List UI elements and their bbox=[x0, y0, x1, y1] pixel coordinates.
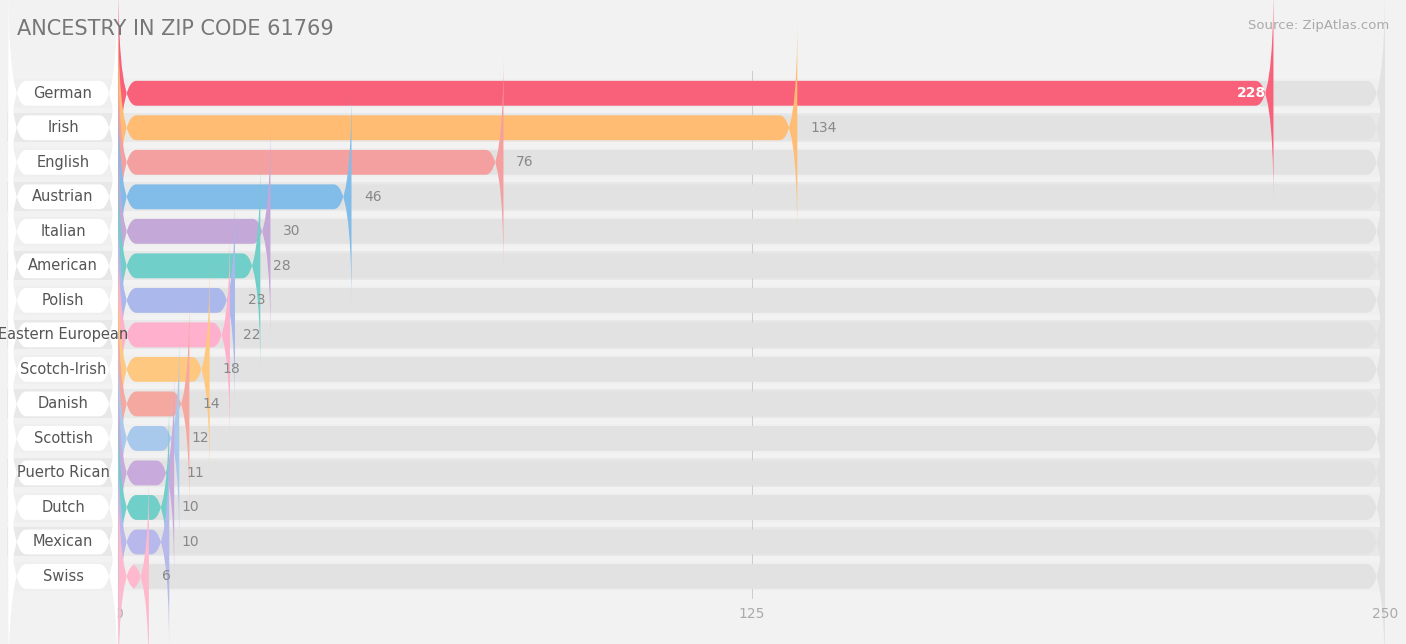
Text: Dutch: Dutch bbox=[41, 500, 84, 515]
Bar bbox=[7, 113, 1385, 142]
Text: 28: 28 bbox=[273, 259, 291, 273]
FancyBboxPatch shape bbox=[8, 261, 118, 478]
FancyBboxPatch shape bbox=[8, 192, 118, 409]
FancyBboxPatch shape bbox=[118, 54, 503, 270]
FancyBboxPatch shape bbox=[118, 227, 1385, 443]
Text: Scottish: Scottish bbox=[34, 431, 93, 446]
Bar bbox=[7, 562, 1385, 591]
Text: 22: 22 bbox=[243, 328, 260, 342]
Bar bbox=[7, 320, 1385, 350]
FancyBboxPatch shape bbox=[118, 468, 149, 644]
FancyBboxPatch shape bbox=[118, 399, 1385, 616]
FancyBboxPatch shape bbox=[118, 88, 1385, 305]
FancyBboxPatch shape bbox=[118, 123, 270, 340]
FancyBboxPatch shape bbox=[118, 192, 235, 409]
Text: 18: 18 bbox=[222, 363, 240, 376]
FancyBboxPatch shape bbox=[8, 468, 118, 644]
FancyBboxPatch shape bbox=[118, 19, 797, 236]
Text: Danish: Danish bbox=[38, 397, 89, 412]
Text: English: English bbox=[37, 155, 90, 170]
Text: 134: 134 bbox=[810, 121, 837, 135]
FancyBboxPatch shape bbox=[118, 158, 260, 374]
Text: Eastern European: Eastern European bbox=[0, 327, 128, 343]
Bar bbox=[7, 390, 1385, 419]
Bar bbox=[7, 424, 1385, 453]
Text: Swiss: Swiss bbox=[42, 569, 83, 584]
Bar bbox=[7, 217, 1385, 246]
FancyBboxPatch shape bbox=[118, 296, 1385, 512]
Text: Austrian: Austrian bbox=[32, 189, 94, 204]
Text: Mexican: Mexican bbox=[32, 535, 93, 549]
Text: Scotch-Irish: Scotch-Irish bbox=[20, 362, 107, 377]
FancyBboxPatch shape bbox=[8, 19, 118, 236]
FancyBboxPatch shape bbox=[118, 0, 1385, 202]
FancyBboxPatch shape bbox=[118, 227, 231, 443]
Text: 10: 10 bbox=[181, 500, 200, 515]
Text: Italian: Italian bbox=[41, 224, 86, 239]
Bar bbox=[7, 459, 1385, 488]
Bar bbox=[7, 527, 1385, 556]
FancyBboxPatch shape bbox=[118, 399, 169, 616]
FancyBboxPatch shape bbox=[8, 0, 118, 202]
FancyBboxPatch shape bbox=[118, 88, 352, 305]
Text: 10: 10 bbox=[181, 535, 200, 549]
Text: 6: 6 bbox=[162, 569, 170, 583]
Text: 46: 46 bbox=[364, 190, 382, 204]
FancyBboxPatch shape bbox=[118, 261, 1385, 478]
FancyBboxPatch shape bbox=[8, 296, 118, 512]
FancyBboxPatch shape bbox=[118, 261, 209, 478]
FancyBboxPatch shape bbox=[118, 158, 1385, 374]
FancyBboxPatch shape bbox=[8, 123, 118, 340]
FancyBboxPatch shape bbox=[8, 88, 118, 305]
FancyBboxPatch shape bbox=[118, 365, 174, 582]
FancyBboxPatch shape bbox=[118, 296, 190, 512]
FancyBboxPatch shape bbox=[118, 123, 1385, 340]
FancyBboxPatch shape bbox=[8, 399, 118, 616]
Text: 228: 228 bbox=[1237, 86, 1265, 100]
FancyBboxPatch shape bbox=[118, 330, 1385, 547]
Text: Puerto Rican: Puerto Rican bbox=[17, 466, 110, 480]
Text: German: German bbox=[34, 86, 93, 100]
Bar bbox=[7, 286, 1385, 315]
FancyBboxPatch shape bbox=[118, 468, 1385, 644]
FancyBboxPatch shape bbox=[118, 192, 1385, 409]
Text: Irish: Irish bbox=[48, 120, 79, 135]
Text: 23: 23 bbox=[247, 294, 266, 307]
Bar bbox=[7, 182, 1385, 211]
FancyBboxPatch shape bbox=[8, 365, 118, 582]
FancyBboxPatch shape bbox=[118, 365, 1385, 582]
FancyBboxPatch shape bbox=[8, 330, 118, 547]
FancyBboxPatch shape bbox=[8, 227, 118, 443]
Text: 30: 30 bbox=[283, 224, 301, 238]
Bar bbox=[7, 79, 1385, 108]
Text: 12: 12 bbox=[193, 431, 209, 446]
FancyBboxPatch shape bbox=[8, 54, 118, 270]
Bar bbox=[7, 493, 1385, 522]
Text: Polish: Polish bbox=[42, 293, 84, 308]
Bar bbox=[7, 355, 1385, 384]
Text: 76: 76 bbox=[516, 155, 534, 169]
FancyBboxPatch shape bbox=[8, 433, 118, 644]
Bar bbox=[7, 148, 1385, 177]
FancyBboxPatch shape bbox=[118, 0, 1274, 202]
Text: Source: ZipAtlas.com: Source: ZipAtlas.com bbox=[1249, 19, 1389, 32]
Text: ANCESTRY IN ZIP CODE 61769: ANCESTRY IN ZIP CODE 61769 bbox=[17, 19, 333, 39]
FancyBboxPatch shape bbox=[118, 433, 169, 644]
FancyBboxPatch shape bbox=[118, 433, 1385, 644]
FancyBboxPatch shape bbox=[118, 54, 1385, 270]
FancyBboxPatch shape bbox=[118, 19, 1385, 236]
Text: 11: 11 bbox=[187, 466, 205, 480]
FancyBboxPatch shape bbox=[8, 158, 118, 374]
Text: 14: 14 bbox=[202, 397, 219, 411]
Text: American: American bbox=[28, 258, 98, 273]
Bar bbox=[7, 251, 1385, 280]
FancyBboxPatch shape bbox=[118, 330, 180, 547]
